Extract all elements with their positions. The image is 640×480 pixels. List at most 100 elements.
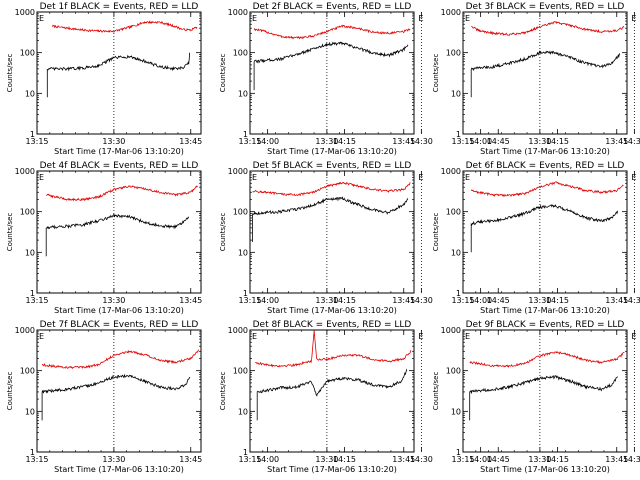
y-tick-label: 1: [30, 130, 35, 139]
y-axis-label: Counts/sec: [219, 213, 227, 252]
series-lld-line: [471, 21, 625, 37]
panel-title: Det 2f BLACK = Events, RED = LLD: [253, 2, 412, 12]
series-events-line: [252, 196, 409, 242]
marker-label-e: E: [39, 332, 44, 341]
x-axis-label: Start Time (17-Mar-06 13:10:20): [54, 306, 184, 315]
y-tick-label: 1000: [15, 8, 35, 17]
x-tick-label: 13:15: [25, 296, 48, 305]
x-tick-label: 13:30: [102, 455, 125, 464]
x-tick-label: 13:15: [451, 137, 474, 146]
y-tick-label: 1: [243, 130, 248, 139]
x-tick-label: 14:45: [487, 296, 510, 305]
x-tick-label: 13:30: [102, 296, 125, 305]
panel-8: Det 8f BLACK = Events, RED = LLD 1 10 100 10…: [219, 320, 640, 474]
marker-label-e: E: [418, 173, 423, 182]
marker-label-e: E: [631, 14, 636, 23]
x-tick-label: 14:15: [546, 455, 569, 464]
panel-title: Det 4f BLACK = Events, RED = LLD: [40, 161, 199, 171]
y-axis-label: Counts/sec: [6, 372, 14, 411]
x-axis-label: Start Time (17-Mar-06 13:10:20): [267, 147, 397, 156]
x-tick-label: 13:45: [605, 137, 628, 146]
series-lld-line: [41, 348, 199, 370]
x-axis-label: Start Time (17-Mar-06 13:10:20): [54, 147, 184, 156]
y-tick-label: 10: [238, 89, 248, 98]
x-tick-label: 13:30: [528, 296, 551, 305]
plot-frame: [462, 329, 628, 453]
y-tick-label: 10: [25, 407, 35, 416]
y-tick-label: 1000: [441, 167, 461, 176]
panel-title: Det 6f BLACK = Events, RED = LLD: [466, 161, 625, 171]
y-tick-label: 100: [233, 208, 248, 217]
x-axis-label: Start Time (17-Mar-06 13:10:20): [54, 465, 184, 474]
x-tick-label: 13:30: [315, 455, 338, 464]
y-tick-label: 10: [25, 248, 35, 257]
x-tick-label: 14:00: [256, 296, 279, 305]
x-tick-label: 14:15: [333, 296, 356, 305]
x-tick-label: 14:45: [487, 455, 510, 464]
y-tick-label: 1: [456, 289, 461, 298]
panel-7: Det 7f BLACK = Events, RED = LLD 1 10 100 10…: [6, 320, 510, 474]
panel-title: Det 7f BLACK = Events, RED = LLD: [40, 320, 199, 330]
x-tick-label: 14:15: [546, 137, 569, 146]
series-lld-line: [470, 181, 624, 197]
series-events-line: [470, 50, 621, 98]
plot-frame: [36, 329, 202, 453]
x-axis-label: Start Time (17-Mar-06 13:10:20): [267, 306, 397, 315]
plot-frame: [36, 11, 202, 135]
y-tick-label: 1: [243, 289, 248, 298]
x-tick-label: 13:45: [392, 137, 415, 146]
x-tick-label: 14:30: [623, 296, 640, 305]
y-tick-label: 1: [243, 448, 248, 457]
x-tick-label: 13:45: [179, 137, 202, 146]
x-tick-label: 13:45: [605, 455, 628, 464]
x-tick-label: 13:45: [179, 455, 202, 464]
panel-3: Det 3f BLACK = Events, RED = LLD 1 10 100 10…: [432, 2, 628, 156]
x-tick-label: 14:00: [256, 137, 279, 146]
y-axis-label: Counts/sec: [219, 372, 227, 411]
y-tick-label: 10: [451, 89, 461, 98]
panel-6: Det 6f BLACK = Events, RED = LLD 1 10 100 10…: [432, 161, 628, 315]
x-tick-label: 14:30: [410, 137, 433, 146]
x-tick-label: 14:30: [410, 296, 433, 305]
plot-frame: [249, 11, 415, 135]
x-tick-label: 14:15: [333, 137, 356, 146]
x-tick-label: 13:30: [528, 137, 551, 146]
series-events-line: [470, 204, 619, 253]
x-tick-label: 13:45: [392, 296, 415, 305]
x-axis-label: Start Time (17-Mar-06 13:10:20): [267, 465, 397, 474]
y-axis-label: Counts/sec: [6, 54, 14, 93]
x-axis-label: Start Time (17-Mar-06 13:10:20): [480, 147, 610, 156]
panel-title: Det 3f BLACK = Events, RED = LLD: [466, 2, 625, 12]
y-tick-label: 1000: [15, 326, 35, 335]
series-lld-line: [469, 350, 625, 368]
x-tick-label: 14:00: [469, 296, 492, 305]
marker-label-e: E: [418, 332, 423, 341]
x-tick-label: 13:15: [25, 137, 48, 146]
y-tick-label: 100: [20, 208, 35, 217]
panel-title: Det 1f BLACK = Events, RED = LLD: [40, 2, 199, 12]
y-axis-label: Counts/sec: [432, 54, 440, 93]
x-tick-label: 13:15: [238, 296, 261, 305]
y-tick-label: 100: [233, 49, 248, 58]
y-tick-label: 1000: [15, 167, 35, 176]
y-tick-label: 10: [451, 407, 461, 416]
marker-label-e: E: [631, 332, 636, 341]
y-axis-label: Counts/sec: [432, 372, 440, 411]
series-events-line: [256, 368, 408, 421]
y-tick-label: 1000: [441, 8, 461, 17]
x-tick-label: 13:15: [238, 455, 261, 464]
series-lld-line: [253, 24, 411, 40]
plot-frame: [249, 170, 415, 294]
x-tick-label: 14:30: [623, 137, 640, 146]
x-tick-label: 14:45: [487, 137, 510, 146]
x-tick-label: 13:15: [25, 455, 48, 464]
y-axis-label: Counts/sec: [432, 213, 440, 252]
x-tick-label: 13:45: [392, 455, 415, 464]
y-tick-label: 10: [451, 248, 461, 257]
y-tick-label: 100: [20, 49, 35, 58]
series-lld-line: [255, 331, 412, 368]
x-tick-label: 13:30: [528, 455, 551, 464]
series-events-line: [46, 52, 191, 98]
plot-frame: [36, 170, 202, 294]
